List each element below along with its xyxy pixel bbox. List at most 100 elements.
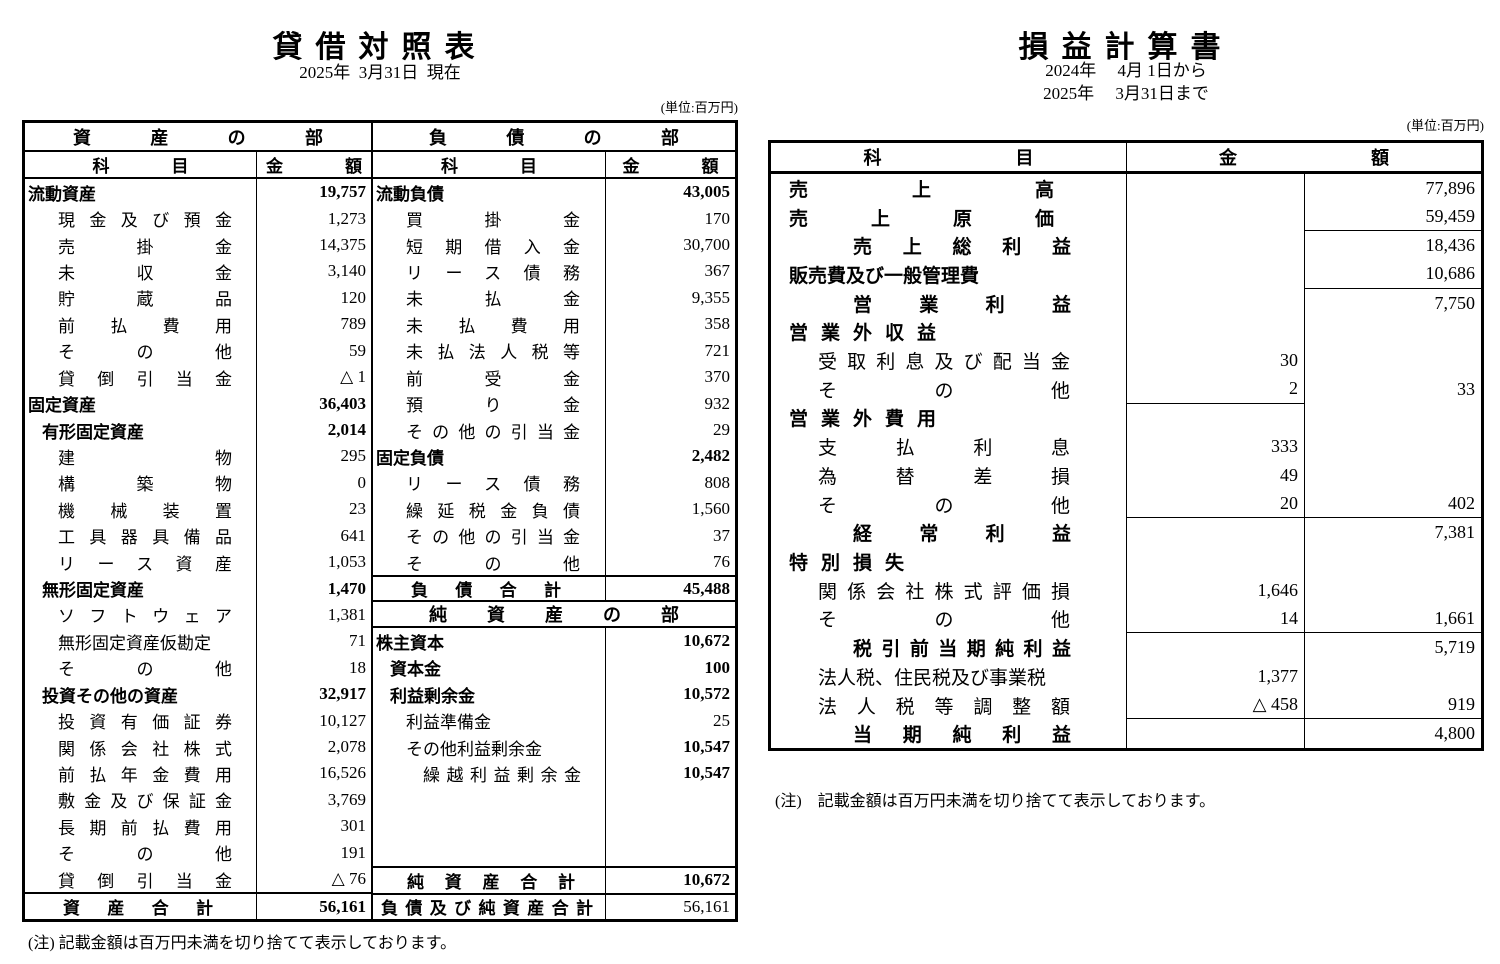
pl-row: 売上総利益 18,436 bbox=[771, 231, 1481, 261]
liabilities-and-equity-total-row: 負債及び純資産合計 56,161 bbox=[373, 892, 735, 919]
asset-row-value: 32,917 bbox=[319, 684, 366, 704]
equity-row-label-cell: 資本金 bbox=[373, 654, 606, 682]
pl-row-label-cell: 売上総利益 bbox=[771, 231, 1127, 261]
equity-total-row-label: 純資産合計 bbox=[407, 872, 575, 892]
equity-row-label: 資本金 bbox=[390, 660, 441, 680]
pl-row-amount-total: 59,459 bbox=[1305, 203, 1481, 232]
pl-row-label: 法人税、住民税及び事業税 bbox=[818, 667, 1047, 689]
asset-row: 関係会社株式 2,078 bbox=[25, 733, 371, 761]
pl-row-amount-total: 7,750 bbox=[1434, 292, 1476, 313]
pl-row-label-cell: 当期純利益 bbox=[771, 719, 1127, 748]
assets-column-header: 科目 金額 bbox=[25, 152, 371, 179]
liabilities-column-header: 科目 金額 bbox=[373, 152, 735, 179]
liability-row-label: 預り金 bbox=[406, 396, 580, 416]
asset-row: 敷金及び保証金 3,769 bbox=[25, 786, 371, 814]
pl-row: 営業外収益 bbox=[771, 317, 1481, 347]
pl-row-label-cell: 受取利息及び配当金 bbox=[771, 346, 1127, 375]
liability-row-label: 繰延税金負債 bbox=[406, 501, 580, 521]
pl-row: その他 2 33 bbox=[771, 374, 1481, 404]
asset-row-value: 295 bbox=[340, 446, 367, 466]
asset-row-label-cell: 前払費用 bbox=[25, 311, 257, 338]
asset-row-label: 現金及び預金 bbox=[58, 211, 232, 231]
asset-row: 未収金 3,140 bbox=[25, 258, 371, 285]
liability-row-label-cell: 未払金 bbox=[373, 284, 606, 312]
asset-row: 貸倒引当金 △ 1 bbox=[25, 363, 371, 391]
pl-row-amount-total: 18,436 bbox=[1425, 235, 1476, 256]
pl-row-label-cell: 為替差損 bbox=[771, 461, 1127, 490]
equity-part-header-label: 純資産の部 bbox=[429, 604, 679, 625]
asset-row-value: 71 bbox=[349, 631, 366, 651]
liability-row-value: 932 bbox=[704, 393, 731, 413]
pl-row-amount-total: 33 bbox=[1457, 378, 1475, 399]
equity-row-label-cell: 利益準備金 bbox=[373, 707, 606, 734]
asset-row-value: 36,403 bbox=[319, 393, 366, 413]
pl-row-label: 販売費及び一般管理費 bbox=[789, 265, 980, 287]
liability-row-value: 9,355 bbox=[691, 287, 730, 307]
liabilities-and-equity-total-row-label-cell: 負債及び純資産合計 bbox=[373, 894, 606, 919]
asset-row: 投資有価証券 10,127 bbox=[25, 707, 371, 734]
assets-amount-column-header: 金額 bbox=[266, 157, 362, 176]
liabilities-total-row: 負債合計 45,488 bbox=[373, 575, 735, 602]
income-statement-note: (注) 記載金額は百万円未満を切り捨てて表示しております。 bbox=[775, 793, 1216, 810]
liability-row-value: 37 bbox=[713, 525, 730, 545]
equity-row: 利益準備金 25 bbox=[373, 707, 735, 734]
pl-row-label-cell: 営業利益 bbox=[771, 288, 1127, 318]
asset-row-label-cell: その他 bbox=[25, 337, 257, 364]
pl-row-amount-detail bbox=[1127, 231, 1305, 261]
liabilities-part-header-label: 負債の部 bbox=[429, 127, 679, 148]
pl-row-label: 法人税等調整額 bbox=[818, 696, 1070, 718]
asset-row-label-cell: 無形固定資産 bbox=[25, 575, 257, 602]
liabilities-total-row-label: 負債合計 bbox=[411, 581, 561, 600]
asset-row-label-cell: その他 bbox=[25, 654, 257, 682]
empty-spacer-row bbox=[373, 786, 735, 867]
pl-row-label: 売上高 bbox=[789, 179, 1054, 201]
pl-row-amount-total bbox=[1305, 404, 1481, 433]
pl-row-amount-detail bbox=[1127, 260, 1305, 289]
asset-row-value: △ 1 bbox=[340, 367, 366, 387]
asset-row-value: 2,078 bbox=[327, 737, 366, 757]
liability-row-label-cell: その他の引当金 bbox=[373, 522, 606, 549]
asset-row-label: 売掛金 bbox=[58, 237, 232, 257]
equity-row-value: 10,672 bbox=[683, 631, 730, 651]
equity-part-header: 純資産の部 bbox=[373, 602, 735, 629]
equity-row-value: 10,547 bbox=[683, 737, 730, 757]
pl-row-label-cell: 税引前当期純利益 bbox=[771, 633, 1127, 662]
asset-row-value: 1,470 bbox=[327, 578, 366, 598]
equity-row-value: 100 bbox=[704, 657, 731, 677]
asset-row-label: 機械装置 bbox=[58, 501, 232, 521]
asset-row-value: 191 bbox=[340, 842, 367, 862]
pl-row-label: その他 bbox=[818, 380, 1070, 402]
pl-row-amount-total bbox=[1305, 662, 1481, 691]
liabilities-part-header: 負債の部 bbox=[373, 123, 735, 152]
assets-total-row-value: 56,161 bbox=[319, 896, 366, 916]
equity-row-value: 10,547 bbox=[683, 763, 730, 783]
pl-row: 為替差損 49 bbox=[771, 461, 1481, 490]
pl-row-amount-detail bbox=[1127, 288, 1305, 318]
pl-row-amount-detail: 1,377 bbox=[1127, 661, 1305, 691]
liability-row-label-cell: 繰延税金負債 bbox=[373, 496, 606, 523]
asset-row-value: 1,381 bbox=[327, 604, 366, 624]
pl-row-amount-total bbox=[1305, 346, 1481, 375]
asset-row-value: 2,014 bbox=[327, 420, 366, 439]
balance-sheet-table: 資産の部 科目 金額 流動資産 19,757 現金及び預金 1,273 売掛金 14,37… bbox=[22, 120, 738, 922]
asset-row-label-cell: 機械装置 bbox=[25, 496, 257, 523]
asset-row-label-cell: 投資その他の資産 bbox=[25, 681, 257, 708]
pl-row-label: 営業外費用 bbox=[789, 409, 950, 431]
asset-row-label-cell: 建物 bbox=[25, 443, 257, 470]
equity-row-label-cell: 利益剰余金 bbox=[373, 681, 606, 708]
assets-total-row-label: 資産合計 bbox=[63, 899, 213, 919]
pl-row-label: 当期純利益 bbox=[853, 725, 1071, 747]
asset-row: 有形固定資産 2,014 bbox=[25, 416, 371, 444]
equity-row-label-cell: その他利益剰余金 bbox=[373, 733, 606, 761]
pl-row-amount-detail bbox=[1127, 719, 1305, 748]
equity-row: 株主資本 10,672 bbox=[373, 628, 735, 655]
asset-row-label: 貯蔵品 bbox=[58, 290, 232, 310]
liability-row: 繰延税金負債 1,560 bbox=[373, 496, 735, 523]
liability-row-label: 未払金 bbox=[406, 290, 580, 310]
pl-row-label: その他 bbox=[818, 495, 1070, 517]
liabilities-total-row-label-cell: 負債合計 bbox=[373, 577, 606, 600]
pl-row-amount-total bbox=[1305, 432, 1481, 461]
pl-row-amount-detail bbox=[1127, 317, 1305, 347]
liability-row-label: その他の引当金 bbox=[406, 422, 580, 442]
liabilities-subject-column-header: 科目 bbox=[373, 152, 606, 177]
